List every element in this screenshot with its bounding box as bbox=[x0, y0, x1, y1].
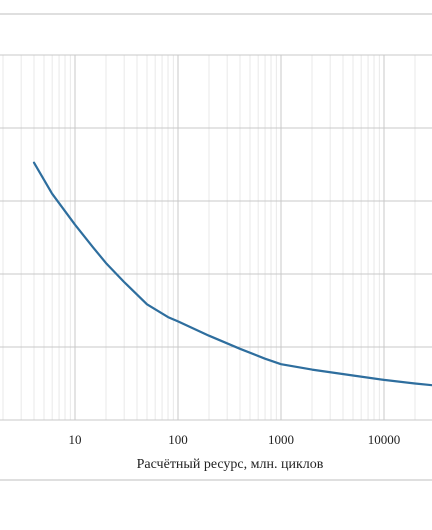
x-tick-label: 10000 bbox=[368, 432, 401, 447]
x-tick-label: 10 bbox=[69, 432, 82, 447]
grid bbox=[0, 54, 432, 421]
x-tick-label: 1000 bbox=[268, 432, 294, 447]
x-axis-title: Расчётный ресурс, млн. циклов bbox=[137, 457, 324, 472]
series-line-1 bbox=[32, 161, 432, 387]
x-tick-labels: 10 100 1000 10000 bbox=[69, 432, 401, 447]
plot-frame bbox=[0, 13, 432, 481]
series-layer bbox=[32, 161, 432, 387]
x-tick-label: 100 bbox=[168, 432, 188, 447]
